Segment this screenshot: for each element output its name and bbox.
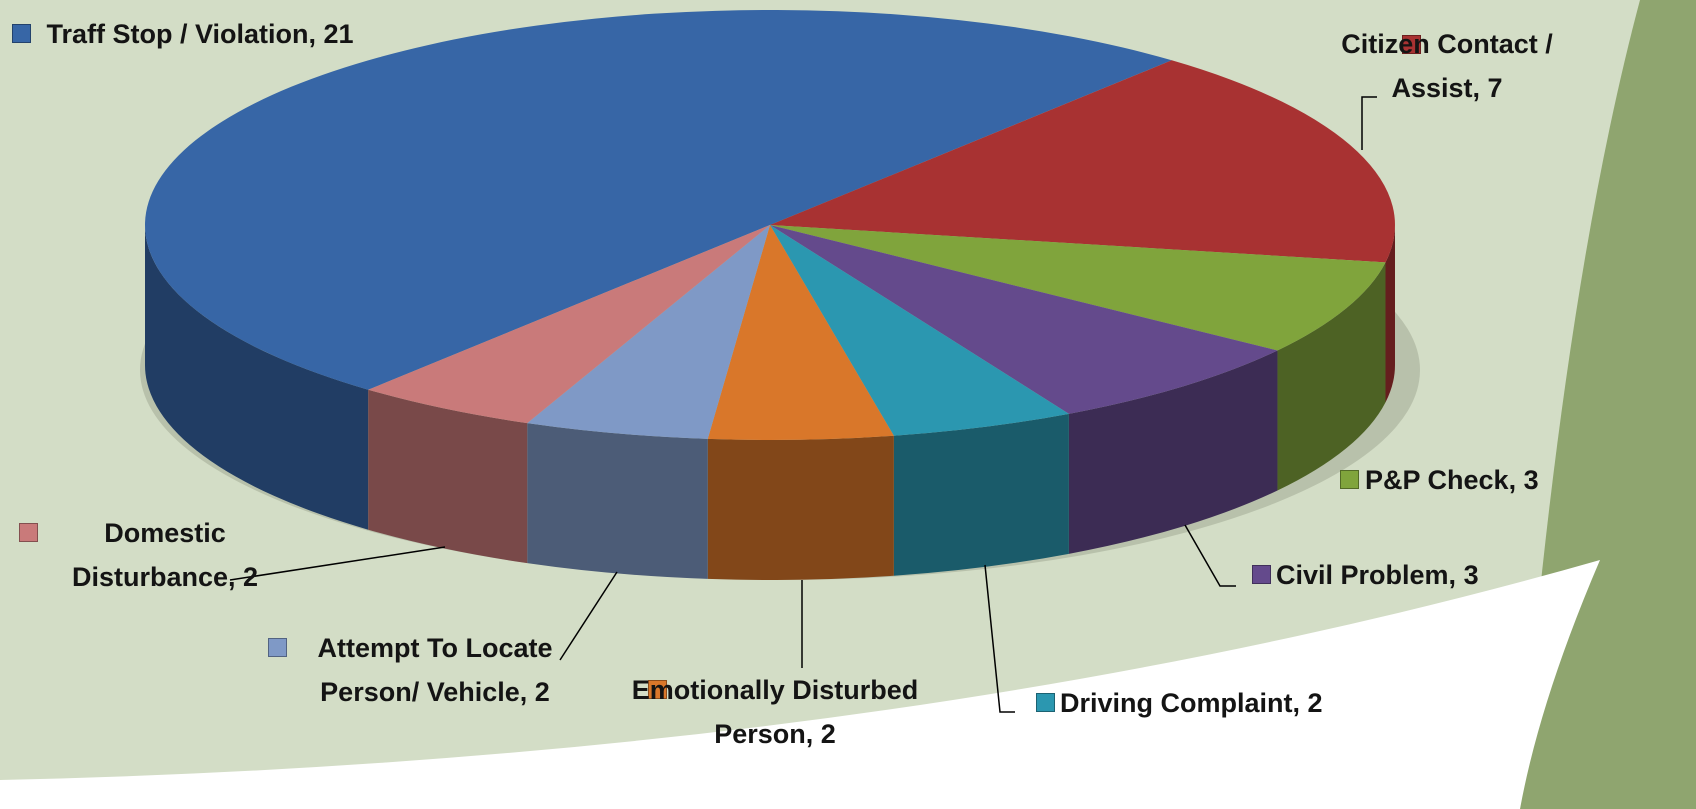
leader-line — [559, 571, 618, 661]
label-marker — [1252, 565, 1271, 584]
slice-side — [893, 413, 1069, 576]
value-label: 21 — [323, 19, 354, 49]
tops — [145, 9, 1395, 440]
label-marker — [1402, 35, 1421, 54]
label-marker — [648, 680, 667, 699]
value-label: 3 — [1523, 465, 1539, 495]
slice — [145, 9, 1172, 390]
value-label: 2 — [243, 562, 259, 592]
slice-side — [1068, 350, 1278, 554]
slice-side — [145, 225, 369, 530]
value-label: 2 — [534, 677, 550, 707]
leader-lines — [229, 96, 1377, 713]
value-label: 2 — [820, 719, 836, 749]
category-label: Domestic Disturbance — [71, 518, 228, 592]
slice — [527, 225, 770, 439]
data-label: Traff Stop / Violation, 21 — [46, 19, 354, 49]
slice-side — [527, 423, 708, 579]
leader-line — [229, 546, 446, 581]
label-marker — [268, 638, 287, 657]
background-swoosh — [0, 560, 1600, 809]
data-label: Domestic Disturbance, 2 — [71, 518, 259, 592]
slice-side — [1277, 262, 1386, 491]
slice-side — [1385, 225, 1395, 403]
value-label: 7 — [1487, 73, 1503, 103]
value-label: 2 — [1307, 688, 1323, 718]
label-marker — [1340, 470, 1359, 489]
slice-side — [368, 389, 528, 564]
leader-line — [1361, 96, 1377, 150]
category-label: Attempt To Locate Person/ Vehicle — [317, 633, 553, 707]
label-marker — [19, 523, 38, 542]
category-label: Civil Problem — [1276, 560, 1449, 590]
data-label: Attempt To Locate Person/ Vehicle, 2 — [317, 633, 553, 707]
category-label: Citizen Contact / Assist — [1341, 29, 1553, 103]
slice — [770, 225, 1386, 351]
category-label: Traff Stop / Violation — [46, 19, 309, 49]
data-label: P&P Check, 3 — [1365, 465, 1539, 495]
slice — [770, 225, 1069, 436]
slice — [770, 225, 1278, 414]
slice — [770, 60, 1395, 263]
category-label: Driving Complaint — [1060, 688, 1293, 718]
label-marker — [1036, 693, 1055, 712]
value-label: 3 — [1463, 560, 1479, 590]
sides — [145, 225, 1395, 580]
data-label: Civil Problem, 3 — [1276, 560, 1479, 590]
slice-side — [707, 435, 894, 580]
slice — [368, 225, 770, 424]
category-label: Emotionally Disturbed Person — [631, 675, 919, 749]
data-label: Citizen Contact / Assist, 7 — [1341, 29, 1553, 103]
leader-line — [984, 564, 1015, 713]
leader-line — [1184, 524, 1236, 587]
label-marker — [12, 24, 31, 43]
data-label: Emotionally Disturbed Person, 2 — [631, 675, 919, 749]
category-label: P&P Check — [1365, 465, 1509, 495]
data-label: Driving Complaint, 2 — [1060, 688, 1323, 718]
slice — [707, 225, 894, 440]
